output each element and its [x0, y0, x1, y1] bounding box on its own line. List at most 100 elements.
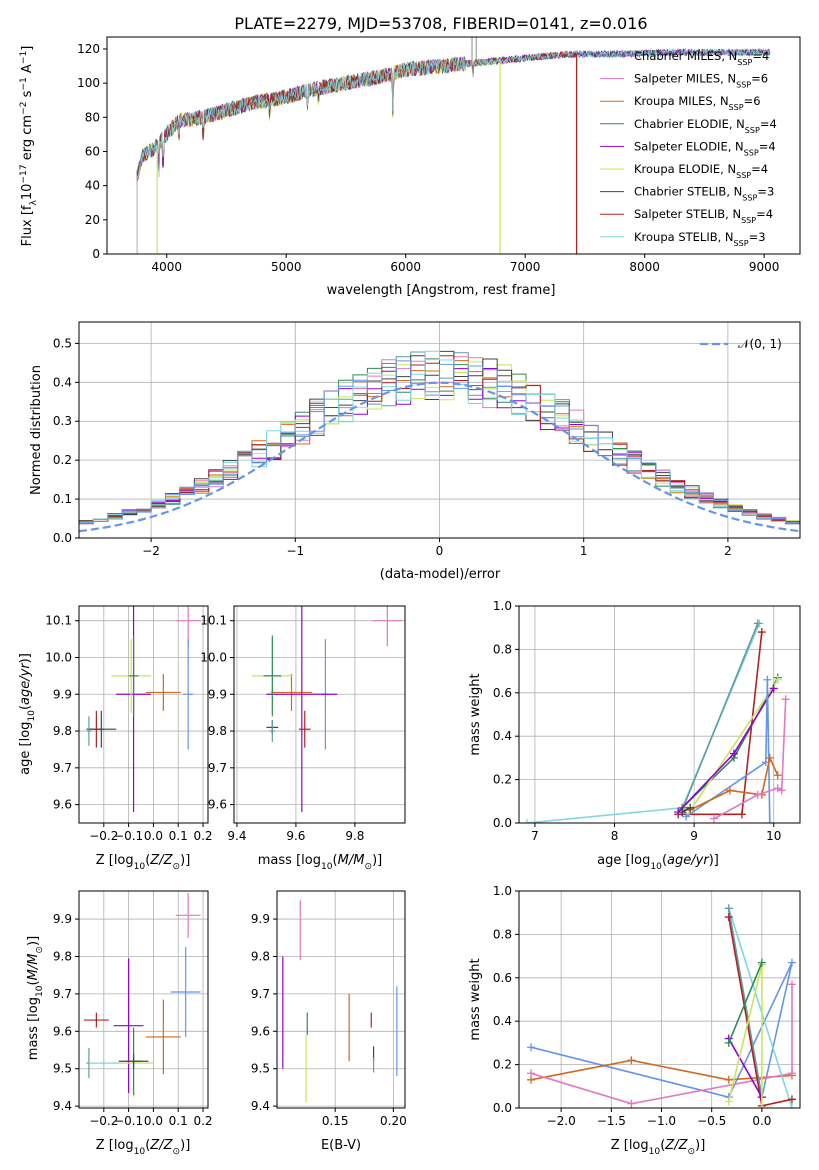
- age_vs_Z-ytick-label: 9.7: [53, 761, 72, 775]
- weight_vs_age-xtick-label: 7: [531, 829, 539, 843]
- age_vs_Z-ytick-label: 9.9: [53, 687, 72, 701]
- weight_vs_Z-xtick-label: −1.5: [597, 1114, 626, 1128]
- residual_hist-plot-area: [79, 322, 800, 538]
- weight_vs_age-ytick-label: 0.8: [493, 642, 512, 656]
- weight_vs_age-frame: [518, 605, 801, 824]
- spectrum-plot-area: [136, 37, 771, 254]
- weight_vs_age-ytick-label: 0.6: [493, 686, 512, 700]
- age_vs_Z-axes: −0.2−0.1 0.0 0.1 0.2 9.6 9.7 9.8 9.9 10.0 10.1 Z […: [18, 605, 213, 872]
- age_vs_mass-plot-area: [234, 606, 405, 823]
- mass_vs_Z-xtick-label: −0.1: [114, 1114, 143, 1128]
- age_vs_mass-ytick-label: 9.6: [208, 798, 227, 812]
- residual-histogram-step: [79, 350, 800, 524]
- mass_vs_Z-ytick-label: 9.5: [53, 1062, 72, 1076]
- mass_vs_ebv-xtick-label: 0.20: [380, 1114, 407, 1128]
- weight_vs_age-series-marker: [725, 786, 734, 795]
- weight_vs_Z-series-marker: [527, 1069, 536, 1078]
- weight_vs_age-series-marker: [710, 814, 719, 823]
- weight_vs_age-series-marker: [753, 790, 762, 799]
- weight_vs_Z-ytick-label: 1.0: [493, 884, 512, 898]
- weight_vs_Z-series-line: [727, 908, 793, 1108]
- weight_vs_Z-series-marker: [787, 1104, 796, 1108]
- mass_vs_ebv-ytick-label: 9.8: [251, 949, 270, 963]
- mass_vs_ebv-ytick-label: 9.5: [251, 1062, 270, 1076]
- weight_vs_Z-axes: −2.0 −1.5 −1.0 −0.5 0.0 0.0 0.2 0.4 0.6 0.8 1.0 Z […: [468, 884, 801, 1157]
- residual_hist-xtick-label: 1: [580, 544, 588, 558]
- weight_vs_Z-series-marker: [527, 1043, 536, 1052]
- weight_vs_Z-series-marker: [724, 1097, 733, 1106]
- mass_vs_Z-plot-area: [79, 891, 208, 1108]
- spectrum-ytick-label: 100: [77, 76, 100, 90]
- mass_vs_ebv-xlabel: E(B-V): [321, 1138, 361, 1153]
- residual_hist-ytick-label: 0.0: [53, 531, 72, 545]
- weight_vs_Z-series-line: [530, 984, 793, 1105]
- mass_vs_Z-ytick-label: 9.7: [53, 987, 72, 1001]
- residual-ylabel: Normed distribution: [29, 365, 44, 495]
- weight_vs_Z-series-marker: [787, 980, 796, 989]
- spectrum-legend-entry: Kroupa ELODIE, NSSP=4: [634, 162, 768, 180]
- age_vs_mass-ytick-label: 9.8: [208, 724, 227, 738]
- spectrum-ytick-label: 60: [85, 144, 100, 158]
- weight_vs_age-series-marker: [682, 812, 691, 821]
- weight_vs_Z-xlabel: Z [log10(Z/Z⊙)]: [611, 1138, 706, 1157]
- mass_vs_Z-xtick-label: 0.2: [193, 1114, 212, 1128]
- mass_vs_ebv-frame: [276, 890, 406, 1109]
- age_vs_mass-xtick-label: 9.6: [286, 829, 305, 843]
- weight_vs_Z-series-line: [530, 1059, 793, 1081]
- spectrum-legend-entry: Chabrier STELIB, NSSP=3: [634, 185, 774, 203]
- weight_vs_age-series-marker: [773, 675, 782, 684]
- weight_vs_age-series-marker: [763, 675, 772, 684]
- spectrum-frame: [106, 36, 801, 255]
- age_vs_Z-ytick-label: 10.0: [45, 650, 72, 664]
- age_vs_Z-ytick-label: 9.8: [53, 724, 72, 738]
- weight_vs_age-series-marker: [753, 619, 762, 628]
- age_vs_Z-xlabel: Z [log10(Z/Z⊙)]: [96, 853, 191, 872]
- weight_vs_Z-ytick-label: 0.6: [493, 971, 512, 985]
- weight_vs_age-series-marker: [765, 753, 774, 762]
- weight_vs_age-ytick-label: 0.4: [493, 729, 512, 743]
- weight_vs_Z-series-marker: [627, 1056, 636, 1065]
- spectrum-xtick-label: 4000: [151, 260, 182, 274]
- age_vs_Z-frame: [78, 605, 209, 824]
- weight_vs_age-series-marker: [686, 803, 695, 812]
- spectrum-legend-entry: Salpeter MILES, NSSP=6: [634, 72, 768, 90]
- weight_vs_Z-ytick-label: 0.4: [493, 1014, 512, 1028]
- mass_vs_ebv-ytick-label: 9.4: [251, 1099, 270, 1113]
- spectrum-ytick-label: 40: [85, 179, 100, 193]
- spectrum-xtick-label: 6000: [390, 260, 421, 274]
- weight_vs_Z-series-line: [727, 962, 763, 1044]
- spectrum-ytick-label: 20: [85, 213, 100, 227]
- mass_vs_Z-ytick-label: 9.8: [53, 949, 72, 963]
- spectrum-legend-entry: Salpeter ELODIE, NSSP=4: [634, 139, 776, 157]
- age_vs_mass-xlabel: mass [log10(M/M⊙)]: [258, 853, 382, 872]
- weight_vs_Z-series-line: [530, 962, 793, 1099]
- weight_vs_age-plot-area: [519, 606, 800, 823]
- weight_vs_Z-series-line: [728, 1038, 763, 1098]
- weight_vs_Z-plot-area: [519, 891, 800, 1108]
- age_vs_Z-xtick-label: 0.2: [193, 829, 212, 843]
- spectrum-axes: 4000 5000 6000 7000 8000 9000 0 20 40 60 80 100 120 w…: [19, 36, 801, 298]
- weight_vs_age-xlabel: age [log10(age/yr)]: [597, 853, 719, 872]
- weight_vs_Z-series-marker: [787, 1095, 796, 1104]
- weight_vs_age-series-marker: [737, 810, 746, 819]
- residual_hist-xtick-label: 0: [436, 544, 444, 558]
- age_vs_mass-xtick-label: 9.4: [227, 829, 246, 843]
- spectrum-legend-entry: Salpeter STELIB, NSSP=4: [634, 207, 773, 225]
- age_vs_mass-axes: 9.4 9.6 9.8 9.6 9.7 9.8 9.9 10.0 10.1 mass [log10…: [200, 605, 406, 872]
- weight_vs_age-series-marker: [765, 819, 774, 823]
- mass_vs_ebv-ytick-label: 9.6: [251, 1024, 270, 1038]
- mass_vs_Z-xtick-label: 0.0: [144, 1114, 163, 1128]
- age_vs_Z-ytick-label: 10.1: [45, 614, 72, 628]
- mass_vs_Z-frame: [78, 890, 209, 1109]
- weight_vs_age-series-line: [685, 679, 779, 817]
- spectrum-legend-entry: Kroupa MILES, NSSP=6: [634, 94, 761, 112]
- spectrum-series-line: [136, 50, 577, 178]
- age_vs_mass-frame: [233, 605, 406, 824]
- weight_vs_age-xtick-label: 9: [690, 829, 698, 843]
- weight_vs_age-series-marker: [757, 628, 766, 637]
- weight_vs_Z-xtick-label: 0.0: [752, 1114, 771, 1128]
- weight_vs_Z-series-marker: [627, 1099, 636, 1108]
- residual_hist-ytick-label: 0.1: [53, 492, 72, 506]
- weight_vs_Z-xtick-label: −0.5: [697, 1114, 726, 1128]
- weight_vs_age-series-marker: [522, 819, 531, 823]
